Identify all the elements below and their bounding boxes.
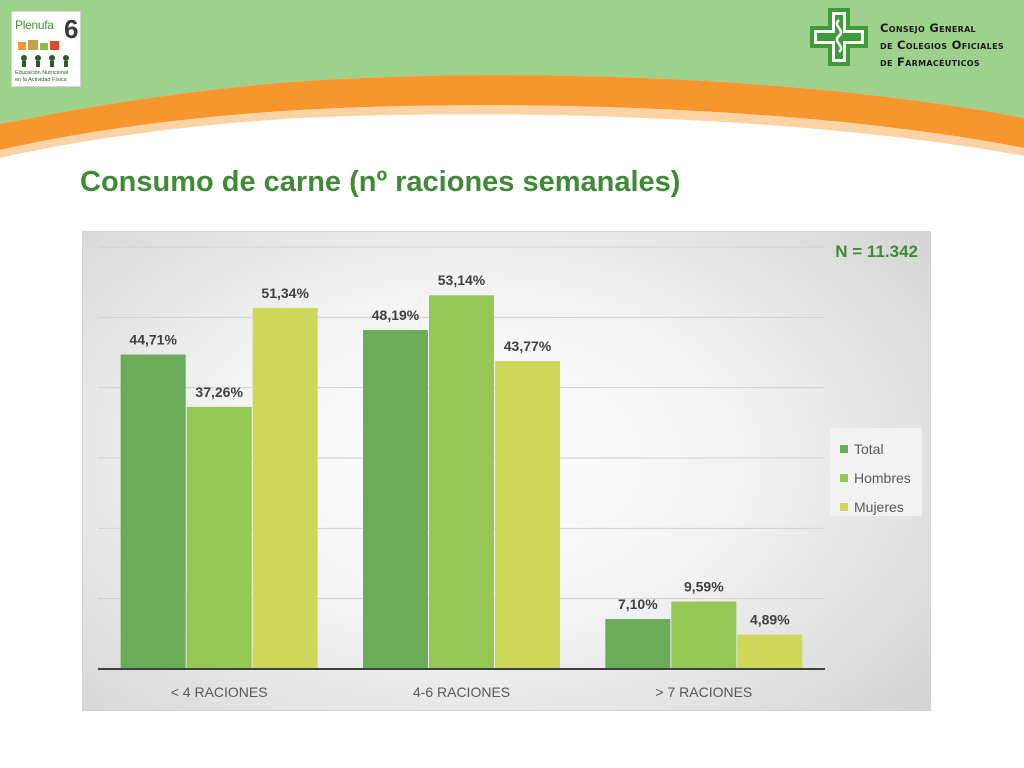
bar-chart: 44,71% 37,26% 51,34% < 4 RACIONES 48,19% 53,1… <box>98 246 825 700</box>
bar-mujeres <box>737 634 803 669</box>
legend-item-mujeres: Mujeres <box>840 492 922 521</box>
org-name: Consejo General de Colegios Oficiales de… <box>880 21 1004 69</box>
bar-total <box>605 619 671 669</box>
pharmacy-cross-icon <box>810 8 868 66</box>
data-label: 43,77% <box>504 338 552 354</box>
legend-label: Total <box>854 440 884 457</box>
data-label: 37,26% <box>195 384 243 400</box>
category-label: 4-6 RACIONES <box>413 684 510 700</box>
data-label: 51,34% <box>261 285 309 301</box>
bar-hombres <box>186 406 252 669</box>
bar-total <box>363 330 428 669</box>
data-label: 44,71% <box>129 332 177 348</box>
sample-size-annotation: N = 11.342 <box>835 242 918 261</box>
plenufa-logo-number: 6 <box>64 14 79 44</box>
data-label: 4,89% <box>750 612 790 628</box>
chart-area: 44,71% 37,26% 51,34% < 4 RACIONES 48,19% 53,1… <box>82 231 931 711</box>
legend-item-total: Total <box>840 434 922 463</box>
data-label: 48,19% <box>372 307 420 323</box>
chart-legend: Total Hombres Mujeres <box>830 428 922 516</box>
cgcof-logo: Consejo General de Colegios Oficiales de… <box>808 6 1018 69</box>
page-title: Consumo de carne (nº raciones semanales) <box>80 166 681 198</box>
category-label: > 7 RACIONES <box>655 684 752 700</box>
legend-swatch <box>840 444 848 453</box>
legend-item-hombres: Hombres <box>840 463 922 492</box>
plenufa-logo: Plenufa 6 Educación Nutricional en la Ac… <box>11 11 81 87</box>
data-label: 53,14% <box>438 272 486 288</box>
plenufa-logo-name: Plenufa <box>15 18 54 32</box>
bar-total <box>120 354 186 669</box>
bar-mujeres <box>495 361 560 669</box>
plenufa-figures-icon <box>18 40 69 67</box>
data-label: 9,59% <box>684 579 724 595</box>
bar-mujeres <box>252 307 318 669</box>
legend-label: Mujeres <box>854 498 904 515</box>
legend-label: Hombres <box>854 469 911 486</box>
legend-swatch <box>840 473 848 482</box>
bar-hombres <box>429 295 494 669</box>
bar-hombres <box>671 601 737 669</box>
data-label: 7,10% <box>618 596 658 612</box>
legend-swatch <box>840 502 848 511</box>
plenufa-logo-tagline: Educación Nutricional en la Actividad Fí… <box>15 70 69 83</box>
category-label: < 4 RACIONES <box>171 684 268 700</box>
